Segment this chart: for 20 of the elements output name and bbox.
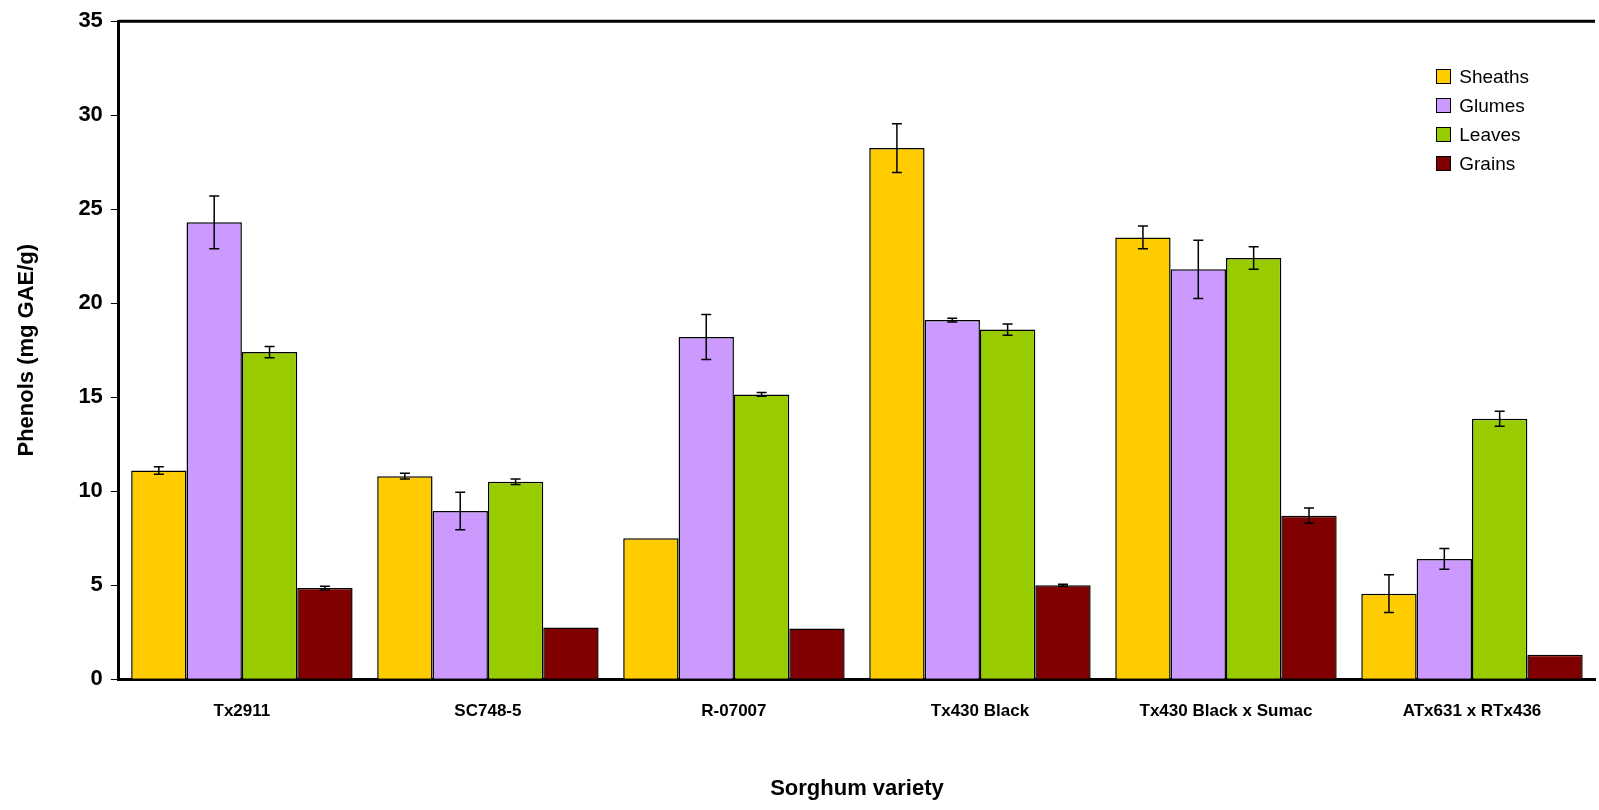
x-axis-title: Sorghum variety: [770, 774, 945, 800]
y-tick-label: 0: [90, 665, 103, 691]
y-tick-label: 10: [78, 477, 103, 503]
y-tick-label: 35: [78, 7, 103, 33]
y-tick-label: 15: [78, 383, 103, 409]
x-tick-label: R-07007: [701, 701, 767, 721]
x-tick-label: SC748-5: [454, 701, 522, 721]
x-tick-label: Tx430 Black: [930, 701, 1030, 721]
y-tick-label: 30: [78, 101, 103, 127]
legend-label: Glumes: [1459, 94, 1525, 117]
legend-label: Grains: [1459, 152, 1516, 175]
x-tick-label: Tx430 Black x Sumac: [1139, 701, 1313, 721]
y-tick-label: 5: [90, 571, 103, 597]
y-tick-label: 25: [78, 195, 103, 221]
y-tick-label: 20: [78, 289, 103, 315]
x-tick-label: ATx631 x RTx436: [1402, 701, 1542, 721]
x-tick-label: Tx2911: [213, 701, 271, 721]
legend-label: Sheaths: [1459, 65, 1529, 88]
legend-label: Leaves: [1459, 123, 1521, 146]
y-axis-title: Phenols (mg GAE/g): [13, 243, 39, 457]
